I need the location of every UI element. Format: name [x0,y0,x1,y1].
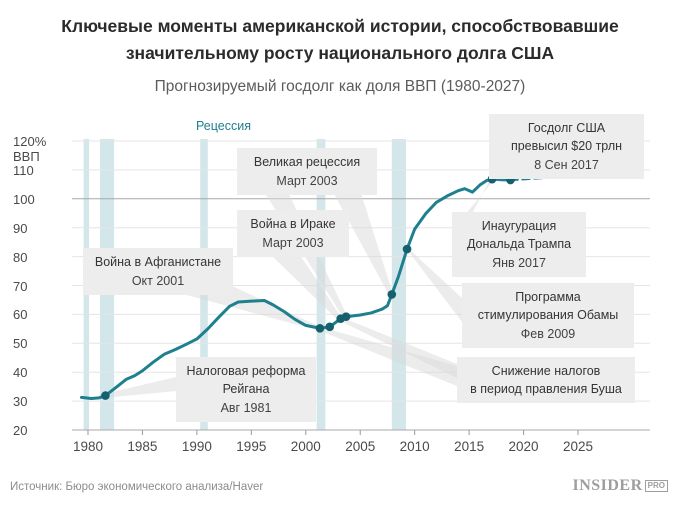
connector-beam [406,248,462,322]
connector-beam [105,377,176,398]
connector-beam [339,317,457,378]
annotation-bush-tax-cuts: Снижение налогов в период правления Буша [457,357,635,403]
data-point [325,322,335,332]
y-axis-label: 80 [13,249,28,265]
annotation-date: Март 2003 [276,174,338,188]
annotation-great-recession: Великая рецессия Март 2003 [237,148,377,195]
annotation-text: Снижение налогов [491,364,601,378]
y-axis-label: 30 [13,394,28,410]
y-axis-label: 90 [13,220,28,236]
y-axis-label: 110 [13,162,34,178]
annotation-obama-stimulus: Программа стимулирования Обамы Фев 2009 [462,283,634,348]
y-axis-label: 50 [13,336,28,352]
annotation-date: 8 Сен 2017 [534,158,599,172]
source-credit: Источник: Бюро экономического анализа/Ha… [10,481,264,493]
x-axis-label: 1980 [72,439,104,454]
x-axis-label: 1985 [127,439,158,454]
annotation-text: Рейгана [222,382,270,396]
connector-beam [318,327,457,386]
data-point [315,323,325,333]
annotation-date: Фев 2009 [520,327,576,341]
annotation-trump-inauguration: Инаугурация Дональда Трампа Янв 2017 [452,212,586,277]
annotation-text: Война в Ираке [250,217,336,231]
annotation-date: Март 2003 [262,236,324,250]
annotation-date: Окт 2001 [131,274,185,288]
annotation-date: Авг 1981 [220,401,272,415]
annotation-reagan-tax-reform: Налоговая реформа Рейгана Авг 1981 [176,357,316,422]
annotation-text: превысил $20 трлн [510,139,623,153]
annotation-text: Инаугурация [481,219,557,233]
annotation-text: Госдолг США [527,121,606,135]
annotation-text: Великая рецессия [253,155,361,169]
connector-beam [168,285,321,331]
y-axis-label: 40 [13,365,28,381]
x-axis-label: 2020 [508,439,539,454]
data-point [341,312,351,322]
annotation-text: Война в Афганистане [94,255,222,269]
annotation-afghanistan-war: Война в Афганистане Окт 2001 [83,248,233,295]
insider-pro-logo: INSIDER PRO [572,477,668,495]
x-axis-label: 2025 [562,439,594,454]
x-axis-label: 2015 [454,439,485,454]
connector-beam [268,252,342,321]
data-point [101,391,110,400]
y-axis-label: 60 [13,307,28,323]
forecast-line [509,172,605,182]
annotation-debt-20-trillion: Госдолг США превысил $20 трлн 8 Сен 2017 [489,114,644,179]
x-axis-label: 2000 [290,439,321,454]
annotation-text: в период правления Буша [470,382,622,396]
annotation-text: Программа [515,290,581,304]
y-axis-label: 20 [13,423,28,438]
x-axis-label: 1995 [236,439,267,454]
page-title-line1: Ключевые моменты американской истории, с… [61,16,619,36]
annotation-text: стимулирования Обамы [477,308,619,322]
chart-subtitle: Прогнозируемый госдолг как доля ВВП (198… [154,78,526,95]
data-point [402,244,412,254]
logo-pro-badge: PRO [644,480,668,492]
recession-band [316,139,326,430]
page-title-line2: значительному росту национального долга … [125,43,555,63]
x-axis-label: 2005 [345,439,376,454]
y-axis-label: 70 [13,278,28,294]
annotation-text: Налоговая реформа [186,364,306,378]
x-axis-label: 1990 [181,439,212,454]
y-axis-label: 100 [13,191,35,207]
x-axis-label: 2010 [399,439,430,454]
data-point [387,290,397,299]
annotation-date: Янв 2017 [492,256,546,270]
recession-legend-label: Рецессия [196,119,251,133]
annotation-text: Дональда Трампа [466,237,572,251]
y-axis-label: 120% ВВП [13,134,47,164]
connector-beam [452,177,494,252]
annotation-iraq-war: Война в Ираке Март 2003 [237,210,349,257]
logo-text: INSIDER [572,477,643,494]
